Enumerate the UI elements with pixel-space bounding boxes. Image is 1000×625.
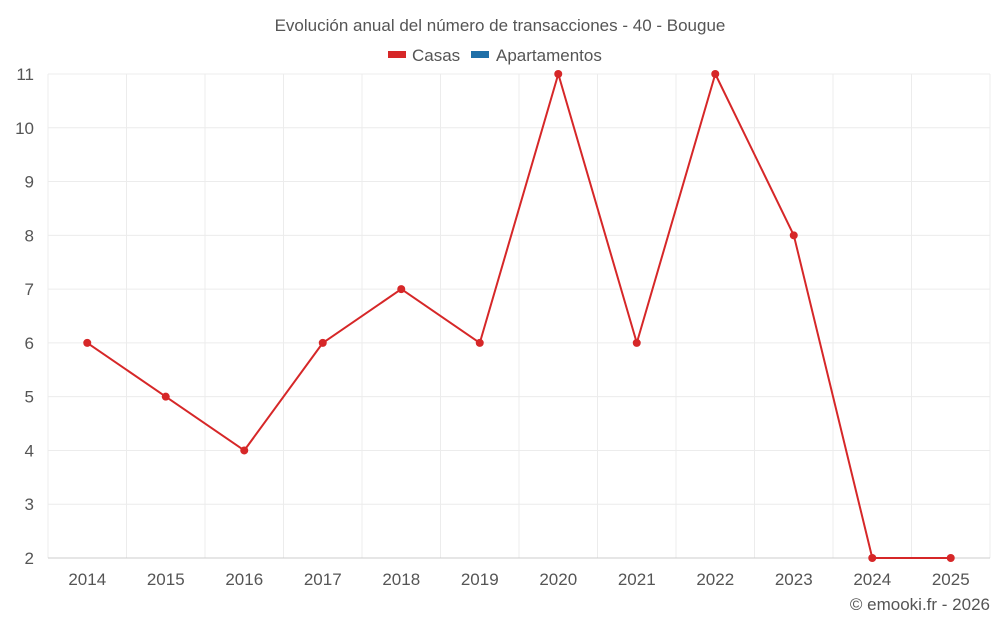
legend-label-apartamentos: Apartamentos bbox=[496, 46, 602, 65]
data-point[interactable] bbox=[161, 392, 170, 401]
data-point[interactable] bbox=[789, 231, 798, 240]
credit-text: © emooki.fr - 2026 bbox=[850, 595, 990, 614]
data-point[interactable] bbox=[868, 554, 877, 562]
data-point[interactable] bbox=[318, 338, 327, 347]
x-tick-label: 2014 bbox=[68, 570, 106, 589]
series-layer bbox=[83, 70, 955, 562]
x-tick-label: 2016 bbox=[225, 570, 263, 589]
y-tick-label: 3 bbox=[25, 495, 34, 514]
x-axis-ticks: 2014 2015 2016 2017 2018 2019 2020 2021 2022 2023… bbox=[68, 570, 969, 589]
y-axis-ticks: 2 3 4 5 6 7 8 9 10 11 bbox=[15, 65, 34, 568]
x-tick-label: 2025 bbox=[932, 570, 970, 589]
legend: Casas Apartamentos bbox=[388, 46, 602, 65]
legend-swatch-apartamentos bbox=[471, 51, 489, 58]
x-tick-label: 2024 bbox=[853, 570, 891, 589]
legend-swatch-casas bbox=[388, 51, 406, 58]
x-tick-label: 2018 bbox=[382, 570, 420, 589]
data-point[interactable] bbox=[554, 70, 563, 78]
x-tick-label: 2021 bbox=[618, 570, 656, 589]
x-tick-label: 2015 bbox=[147, 570, 185, 589]
y-tick-label: 4 bbox=[25, 441, 34, 460]
x-tick-label: 2020 bbox=[539, 570, 577, 589]
data-point[interactable] bbox=[475, 338, 484, 347]
chart-title: Evolución anual del número de transaccio… bbox=[275, 16, 726, 35]
y-tick-label: 11 bbox=[16, 65, 34, 84]
x-tick-label: 2023 bbox=[775, 570, 813, 589]
data-point[interactable] bbox=[632, 338, 641, 347]
data-point[interactable] bbox=[711, 70, 720, 78]
y-tick-label: 2 bbox=[25, 549, 34, 568]
data-point[interactable] bbox=[397, 285, 406, 294]
data-point[interactable] bbox=[946, 554, 955, 562]
x-tick-label: 2019 bbox=[461, 570, 499, 589]
y-tick-label: 8 bbox=[25, 226, 34, 245]
x-tick-label: 2017 bbox=[304, 570, 342, 589]
legend-item-apartamentos[interactable]: Apartamentos bbox=[471, 46, 602, 65]
y-tick-label: 9 bbox=[25, 173, 34, 192]
x-tick-label: 2022 bbox=[696, 570, 734, 589]
grid bbox=[47, 73, 991, 559]
data-point[interactable] bbox=[240, 446, 249, 455]
series-line-casas bbox=[86, 73, 951, 559]
y-tick-label: 7 bbox=[25, 280, 34, 299]
legend-label-casas: Casas bbox=[412, 46, 460, 65]
y-tick-label: 6 bbox=[25, 334, 34, 353]
y-tick-label: 5 bbox=[25, 388, 34, 407]
legend-item-casas[interactable]: Casas bbox=[388, 46, 460, 65]
data-point[interactable] bbox=[83, 338, 92, 347]
y-tick-label: 10 bbox=[15, 119, 34, 138]
